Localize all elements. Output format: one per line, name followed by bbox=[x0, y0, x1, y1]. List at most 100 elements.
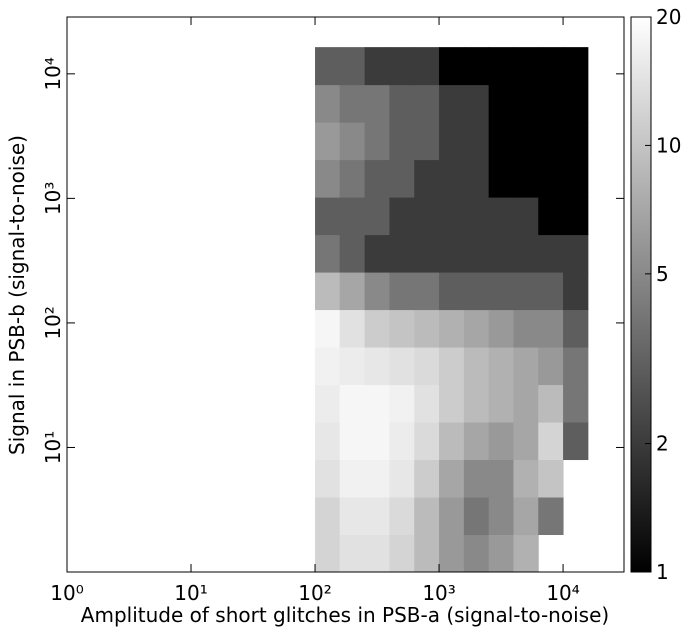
cell bbox=[439, 384, 465, 423]
cell bbox=[439, 309, 465, 348]
cell bbox=[488, 384, 514, 423]
cell bbox=[364, 384, 390, 423]
cell bbox=[488, 309, 514, 348]
cell bbox=[538, 422, 564, 461]
cell bbox=[339, 159, 366, 198]
cell bbox=[414, 197, 440, 236]
cell bbox=[364, 122, 390, 161]
cell bbox=[463, 459, 490, 498]
cell bbox=[488, 197, 514, 236]
cell bbox=[339, 122, 366, 161]
cell bbox=[563, 159, 589, 198]
cell bbox=[389, 309, 415, 348]
cell bbox=[488, 234, 514, 273]
y-axis-label: Signal in PSB-b (signal-to-noise) bbox=[5, 135, 29, 455]
y-tick-label: 10¹ bbox=[41, 431, 65, 464]
cell bbox=[315, 159, 341, 198]
cell bbox=[439, 122, 465, 161]
cell bbox=[389, 122, 415, 161]
cell bbox=[339, 422, 366, 461]
cell bbox=[538, 497, 564, 536]
cell bbox=[315, 497, 341, 536]
y-tick-label: 10³ bbox=[41, 182, 65, 215]
x-tick-label: 10¹ bbox=[174, 581, 207, 605]
cell bbox=[463, 234, 490, 273]
cell bbox=[538, 197, 564, 236]
cell bbox=[563, 47, 589, 86]
x-tick-label: 10³ bbox=[422, 581, 455, 605]
cell bbox=[339, 309, 366, 348]
cell bbox=[538, 272, 564, 311]
cell bbox=[463, 122, 490, 161]
cell bbox=[414, 272, 440, 311]
cell bbox=[414, 497, 440, 536]
cell bbox=[439, 497, 465, 536]
cell bbox=[463, 422, 490, 461]
cell bbox=[439, 234, 465, 273]
cell bbox=[538, 122, 564, 161]
cell bbox=[439, 47, 465, 86]
cell bbox=[513, 272, 539, 311]
cell bbox=[488, 422, 514, 461]
cell bbox=[339, 384, 366, 423]
cell bbox=[463, 497, 490, 536]
cell bbox=[513, 422, 539, 461]
cell bbox=[538, 47, 564, 86]
cell bbox=[463, 347, 490, 386]
cell bbox=[463, 534, 490, 573]
x-tick-label: 10² bbox=[298, 581, 331, 605]
cell bbox=[414, 459, 440, 498]
cell bbox=[488, 534, 514, 573]
cell bbox=[389, 459, 415, 498]
cell bbox=[315, 47, 341, 86]
cell bbox=[389, 234, 415, 273]
cell bbox=[414, 159, 440, 198]
cell bbox=[463, 309, 490, 348]
cell bbox=[315, 534, 341, 573]
colorbar-tick-label: 1 bbox=[656, 560, 669, 584]
cell bbox=[389, 497, 415, 536]
cell bbox=[364, 459, 390, 498]
cell bbox=[488, 84, 514, 123]
cell bbox=[339, 272, 366, 311]
cell bbox=[563, 384, 589, 423]
cell bbox=[315, 459, 341, 498]
cell bbox=[488, 459, 514, 498]
cell bbox=[513, 47, 539, 86]
cell bbox=[364, 422, 390, 461]
cell bbox=[538, 384, 564, 423]
cell bbox=[364, 534, 390, 573]
cell bbox=[513, 497, 539, 536]
cell bbox=[563, 309, 589, 348]
colorbar bbox=[630, 16, 652, 573]
cell bbox=[315, 234, 341, 273]
cell bbox=[463, 272, 490, 311]
cell bbox=[414, 47, 440, 86]
cell bbox=[364, 84, 390, 123]
cell bbox=[339, 459, 366, 498]
cell bbox=[538, 309, 564, 348]
cell bbox=[439, 84, 465, 123]
colorbar-tick-label: 10 bbox=[656, 133, 681, 157]
cell bbox=[315, 384, 341, 423]
cell bbox=[364, 272, 390, 311]
cell bbox=[339, 84, 366, 123]
cell bbox=[315, 309, 341, 348]
cell bbox=[513, 309, 539, 348]
cell bbox=[414, 384, 440, 423]
cell bbox=[488, 47, 514, 86]
cell bbox=[538, 234, 564, 273]
cell bbox=[315, 422, 341, 461]
cell bbox=[563, 347, 589, 386]
cell bbox=[389, 422, 415, 461]
y-tick-label: 10⁴ bbox=[41, 57, 65, 90]
y-tick-label: 10² bbox=[41, 306, 65, 339]
cell bbox=[315, 122, 341, 161]
cell bbox=[364, 309, 390, 348]
cell bbox=[414, 347, 440, 386]
colorbar-tick-label: 5 bbox=[656, 262, 669, 286]
cell bbox=[513, 84, 539, 123]
cell bbox=[513, 159, 539, 198]
cell bbox=[389, 197, 415, 236]
